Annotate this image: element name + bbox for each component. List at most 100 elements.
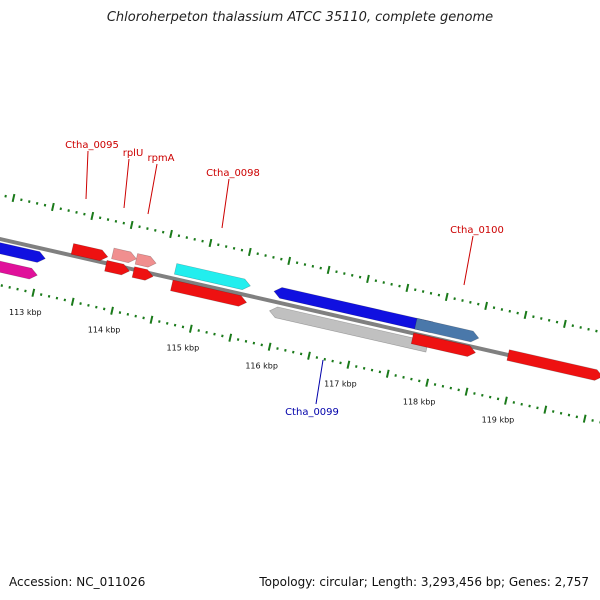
gene-label-Ctha_0095: Ctha_0095: [65, 140, 119, 151]
gene-label-Ctha_0099: Ctha_0099: [285, 407, 339, 418]
minor-tick: [473, 392, 476, 395]
minor-tick: [146, 227, 149, 230]
minor-tick: [59, 207, 63, 211]
gene-feature-red-e[interactable]: [410, 332, 476, 357]
minor-tick: [575, 415, 579, 419]
minor-tick: [540, 317, 543, 320]
minor-tick: [197, 329, 200, 332]
major-tick: [366, 274, 370, 284]
minor-tick: [299, 352, 303, 356]
minor-tick: [201, 239, 204, 243]
minor-tick: [402, 375, 405, 379]
minor-tick: [79, 302, 82, 305]
minor-tick: [154, 228, 157, 232]
major-tick: [464, 387, 469, 396]
minor-tick: [95, 305, 98, 309]
minor-tick: [303, 263, 307, 266]
major-tick: [228, 333, 233, 342]
minor-tick: [461, 299, 464, 302]
minor-tick: [63, 298, 67, 302]
minor-tick: [87, 303, 90, 307]
minor-tick: [496, 397, 500, 401]
minor-tick: [244, 339, 248, 343]
gene-label-Ctha_0098: Ctha_0098: [206, 168, 260, 179]
minor-tick: [559, 411, 563, 415]
minor-tick: [500, 308, 504, 311]
gene-feature-rplU[interactable]: [111, 247, 137, 264]
minor-tick: [232, 246, 236, 250]
minor-tick: [441, 384, 445, 388]
minor-tick: [28, 200, 31, 203]
minor-tick: [43, 203, 47, 207]
major-tick: [582, 414, 587, 423]
major-tick: [129, 220, 134, 230]
gene-feature-Ctha_0100[interactable]: [414, 317, 480, 343]
gene-feature-rpmA[interactable]: [134, 253, 157, 268]
minor-tick: [547, 318, 551, 322]
minor-tick: [477, 302, 480, 306]
minor-tick: [394, 374, 397, 377]
minor-tick: [165, 321, 169, 325]
minor-tick: [98, 216, 102, 220]
minor-tick: [335, 270, 338, 274]
minor-tick: [595, 329, 598, 333]
kbp-label: 113 kbp: [9, 308, 42, 317]
minor-tick: [236, 338, 240, 341]
minor-tick: [181, 325, 185, 329]
feature-track: [0, 242, 600, 381]
minor-tick: [536, 406, 539, 410]
minor-tick: [193, 237, 196, 241]
major-tick: [149, 315, 154, 324]
minor-tick: [579, 326, 582, 329]
kbp-label-layer: 113 kbp 114 kbp 115 kbp 116 kbp 117 kbp 118 k…: [9, 308, 514, 425]
minor-tick: [276, 347, 279, 350]
gene-feature-red-f[interactable]: [506, 349, 600, 381]
minor-tick: [138, 225, 141, 229]
gene-feature-red-c[interactable]: [131, 266, 154, 281]
minor-tick: [343, 272, 346, 275]
gene-feature-red-a[interactable]: [70, 243, 109, 262]
minor-tick: [374, 279, 378, 283]
minor-tick: [355, 365, 358, 368]
minor-tick: [532, 315, 535, 319]
major-tick: [110, 306, 114, 315]
minor-tick: [134, 314, 137, 318]
minor-tick: [213, 332, 216, 336]
minor-tick: [122, 221, 126, 225]
major-tick: [563, 319, 567, 329]
minor-tick: [323, 357, 327, 361]
gene-label-layer: Ctha_0095 rplU rpmA Ctha_0098 Ctha_0099 Ctha_…: [65, 140, 504, 418]
minor-tick: [0, 284, 4, 287]
minor-tick: [508, 309, 512, 313]
minor-tick: [528, 404, 531, 408]
gene-feature-red-d[interactable]: [170, 279, 248, 307]
gene-feature-pink-left[interactable]: [0, 260, 38, 280]
major-tick: [444, 292, 449, 302]
minor-tick: [114, 219, 118, 223]
minor-tick: [421, 290, 425, 293]
minor-tick: [481, 393, 484, 397]
gene-feature-Ctha_0098[interactable]: [173, 263, 251, 291]
minor-tick: [35, 201, 39, 205]
map-title: Chloroherpeton thalassium ATCC 35110, co…: [106, 10, 494, 25]
minor-tick: [4, 194, 7, 198]
minor-tick: [449, 386, 453, 390]
minor-tick: [8, 285, 11, 289]
major-tick: [385, 369, 390, 378]
minor-tick: [418, 379, 421, 383]
minor-tick: [55, 296, 59, 300]
minor-tick: [488, 395, 492, 399]
major-tick: [346, 360, 351, 369]
minor-tick: [47, 294, 51, 298]
minor-tick: [571, 324, 575, 328]
minor-tick: [256, 252, 259, 256]
major-tick: [287, 256, 292, 266]
gene-feature-red-b[interactable]: [104, 260, 130, 276]
minor-tick: [433, 383, 437, 386]
gene-feature-blue-left[interactable]: [0, 242, 46, 263]
minor-tick: [410, 377, 413, 381]
minor-tick: [331, 359, 334, 363]
kbp-label: 117 kbp: [324, 380, 357, 389]
